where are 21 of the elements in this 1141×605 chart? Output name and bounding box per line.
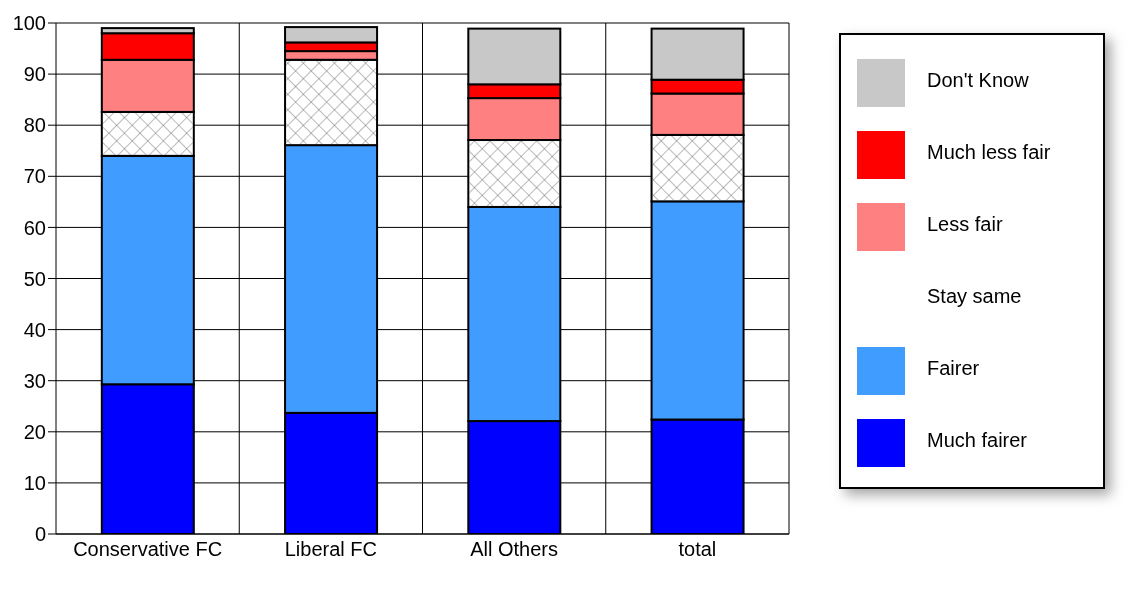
- legend-label: Don't Know: [927, 69, 1029, 91]
- y-tick-label: 50: [23, 267, 46, 290]
- y-tick-label: 70: [23, 165, 46, 188]
- legend-label: Less fair: [927, 213, 1003, 235]
- y-tick-label: 80: [23, 114, 46, 137]
- x-tick-label: All Others: [470, 538, 559, 561]
- y-tick-label: 30: [23, 369, 46, 392]
- y-tick-label: 100: [12, 12, 46, 35]
- y-tick-label: 90: [23, 63, 46, 86]
- x-tick-label: total: [678, 538, 717, 561]
- legend-label: Fairer: [927, 357, 980, 379]
- y-tick-label: 10: [23, 472, 46, 494]
- x-tick-label: Conservative FC: [73, 538, 223, 561]
- y-tick-label: 20: [23, 420, 46, 443]
- y-tick-label: 60: [23, 216, 46, 239]
- legend-label: Much fairer: [927, 429, 1028, 451]
- y-tick-label: 0: [34, 523, 46, 546]
- legend-label: Much less fair: [927, 141, 1051, 163]
- x-tick-label: Liberal FC: [284, 538, 378, 561]
- y-tick-label: 40: [23, 318, 46, 341]
- text: Stay same: [927, 285, 1022, 307]
